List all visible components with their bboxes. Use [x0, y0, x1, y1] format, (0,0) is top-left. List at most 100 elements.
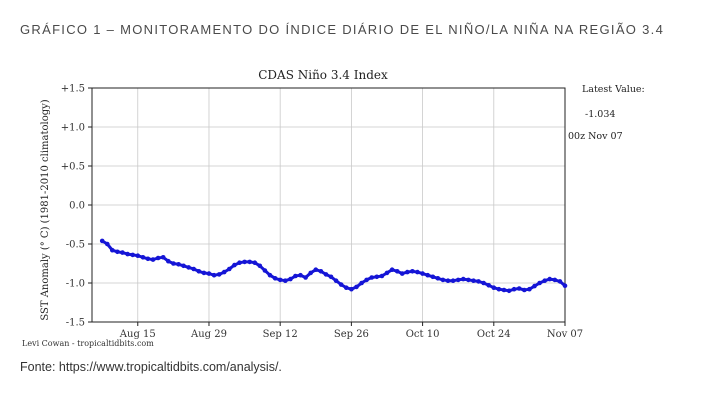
data-point	[181, 263, 186, 269]
data-point	[374, 274, 380, 280]
plot-frame	[91, 87, 566, 323]
y-tick-label: 0.0	[69, 201, 85, 212]
data-point	[242, 259, 247, 265]
data-point	[216, 272, 222, 277]
data-point	[344, 285, 349, 290]
chart-title: CDAS Niño 3.4 Index	[258, 68, 388, 82]
data-point	[440, 277, 446, 283]
x-tick-label: Sep 26	[334, 329, 369, 340]
data-point	[115, 249, 120, 255]
data-point	[455, 277, 461, 283]
data-point	[527, 286, 532, 292]
data-point	[99, 238, 105, 244]
data-point	[389, 267, 395, 272]
data-point	[516, 286, 522, 291]
data-point	[333, 278, 339, 283]
data-point	[557, 279, 563, 284]
data-point	[120, 250, 125, 255]
data-point	[562, 283, 568, 288]
data-point	[511, 286, 517, 292]
data-point	[145, 256, 151, 262]
data-point	[445, 278, 451, 283]
data-point	[293, 273, 298, 279]
data-point	[323, 272, 329, 277]
data-point	[308, 270, 314, 276]
data-point	[206, 271, 212, 276]
data-point	[354, 284, 359, 290]
data-point	[405, 269, 410, 275]
data-point	[349, 286, 354, 292]
data-point	[267, 272, 273, 278]
x-tick-label: Oct 10	[406, 329, 440, 340]
y-tick-label: +0.5	[61, 162, 85, 173]
data-point	[476, 279, 481, 284]
x-tick-label: Aug 29	[190, 329, 227, 340]
x-tick-label: Sep 12	[263, 329, 298, 340]
data-point	[399, 271, 405, 276]
data-point	[211, 272, 217, 278]
page-heading: GRÁFICO 1 – MONITORAMENTO DO ÍNDICE DIÁR…	[20, 22, 665, 37]
data-point	[318, 269, 324, 274]
latest-time: 00z Nov 07	[568, 131, 623, 142]
data-point	[283, 278, 288, 283]
data-point	[466, 277, 471, 283]
data-point	[542, 278, 547, 283]
data-point	[532, 283, 537, 289]
data-point	[522, 287, 527, 293]
data-point	[379, 273, 385, 279]
data-point	[272, 276, 278, 281]
data-point	[537, 280, 542, 286]
data-point	[201, 270, 207, 276]
data-point	[288, 276, 293, 282]
data-point	[171, 261, 176, 266]
data-point	[328, 274, 334, 280]
data-point	[359, 280, 364, 286]
data-point	[221, 269, 227, 275]
data-point	[552, 277, 558, 283]
data-point	[430, 274, 436, 280]
data-point	[257, 263, 263, 269]
data-point	[481, 280, 486, 286]
source-note: Fonte: https://www.tropicaltidbits.com/a…	[20, 360, 282, 374]
data-point	[364, 277, 369, 283]
data-point	[110, 247, 115, 253]
latest-label: Latest Value:	[582, 84, 645, 95]
nino34-chart: CDAS Niño 3.4 Index +1.5 +1.0 +0.5 0.0 -0.5 -…	[22, 68, 645, 348]
data-point	[410, 269, 415, 274]
data-point	[461, 276, 466, 282]
y-tick-label: -1.5	[66, 318, 85, 329]
data-point	[150, 257, 156, 262]
y-tick-label: -0.5	[66, 240, 85, 251]
data-point	[262, 268, 268, 273]
data-point	[547, 276, 552, 282]
y-axis-label: SST Anomaly (° C) (1981-2010 climatology…	[40, 99, 51, 320]
data-point	[369, 275, 375, 280]
data-point	[471, 278, 476, 283]
data-point	[130, 252, 135, 258]
data-point	[252, 260, 258, 265]
data-point	[155, 255, 161, 261]
credit-text: Levi Cowan - tropicaltidbits.com	[22, 339, 154, 348]
data-point	[313, 267, 319, 272]
data-point	[160, 255, 166, 260]
data-point	[338, 282, 344, 287]
data-point	[237, 260, 242, 265]
data-point	[496, 286, 502, 292]
data-point	[166, 258, 171, 264]
data-point	[105, 241, 110, 247]
data-point	[227, 266, 232, 272]
data-point	[277, 277, 283, 283]
data-point	[394, 269, 400, 274]
data-point	[196, 269, 202, 274]
data-point	[298, 272, 303, 278]
y-tick-label: +1.5	[61, 84, 85, 95]
data-point	[384, 270, 390, 276]
data-point	[247, 259, 252, 265]
data-point	[501, 287, 507, 293]
data-point	[425, 272, 431, 278]
x-tick-label: Nov 07	[547, 329, 583, 340]
data-point	[232, 262, 237, 268]
x-tick-label: Aug 15	[119, 329, 156, 340]
data-point	[140, 255, 146, 260]
data-point	[125, 251, 130, 257]
